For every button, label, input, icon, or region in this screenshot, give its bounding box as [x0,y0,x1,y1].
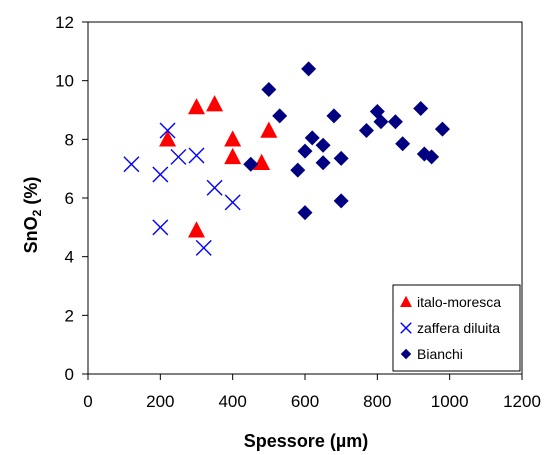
legend-entry: zaffera diluita [400,320,500,336]
data-point [333,193,349,209]
data-point [260,121,278,138]
legend: italo-moresca zaffera diluita Bianchi [392,284,521,372]
data-point [152,166,169,183]
legend-label: Bianchi [417,346,463,362]
x-stroke [152,166,169,183]
data-point [188,221,205,238]
x-stroke [152,219,169,236]
x-tick-label: 1200 [503,392,541,411]
data-point [333,150,349,166]
x-stroke [224,194,241,211]
legend-box [392,284,521,372]
data-point [159,122,176,139]
data-point [301,61,317,77]
data-point [315,137,331,153]
y-axis-title: SnO2 (%) [21,177,44,254]
x-tick-label: 1000 [431,392,469,411]
series-italo-moresca [159,95,278,238]
x-tick-label: 800 [363,392,391,411]
y-tick-label: 0 [65,365,74,384]
y-tick-label: 2 [65,306,74,325]
x-stroke [159,122,176,139]
legend-entry: italo-moresca [400,294,501,310]
data-point [253,153,271,170]
x-tick-label: 0 [83,392,92,411]
x-tick-label: 600 [291,392,319,411]
data-point [206,95,224,112]
data-point [434,121,450,137]
x-axis-ticks: 0 200 400 600 800 1000 1200 [83,374,541,411]
y-tick-label: 10 [55,72,74,91]
data-point [188,147,205,164]
x-stroke [170,148,187,165]
legend-entry: Bianchi [400,346,463,362]
y-tick-label: 4 [65,248,74,267]
data-point [272,108,288,124]
x-stroke [188,147,205,164]
plot-area [87,21,523,375]
data-point [170,148,187,165]
x-tick-label: 400 [218,392,246,411]
data-point [224,130,242,147]
data-point [326,108,342,124]
legend-label: italo-moresca [417,294,501,310]
legend-label: zaffera diluita [417,320,500,336]
y-tick-label: 12 [55,13,74,32]
data-point [261,81,277,97]
legend-marker [400,322,412,334]
data-point [224,147,242,165]
data-point [188,98,205,115]
data-point [424,149,440,165]
y-axis-title-tail: (%) [21,177,41,210]
data-point [413,101,429,117]
x-stroke [206,179,223,196]
data-point [123,156,140,173]
data-point [290,162,306,178]
data-point [358,123,374,139]
data-point [297,205,313,221]
data-point [243,156,259,172]
data-point [159,130,177,147]
data-point [224,194,241,211]
x-stroke [195,239,212,256]
data-point [304,130,320,146]
y-tick-label: 6 [65,189,74,208]
x-stroke [400,322,412,334]
data-point [297,143,313,159]
plot-frame [87,21,523,375]
data-point [373,114,389,130]
legend-marker [400,295,412,308]
y-axis-ticks: 0 2 4 6 8 10 12 [55,13,88,384]
y-tick-label: 8 [65,130,74,149]
x-tick-label: 200 [146,392,174,411]
series-zaffera-diluita [123,122,241,256]
data-point [206,179,223,196]
legend-marker [400,348,412,360]
series-Bianchi [243,61,450,221]
data-point [387,114,403,130]
data-point [195,239,212,256]
x-axis-title: Spessore (µm) [244,431,368,451]
data-point [395,136,411,152]
data-point [315,155,331,171]
data-point [152,219,169,236]
y-axis-title-subscript: 2 [30,209,44,216]
x-stroke [123,156,140,173]
y-axis-title-main: SnO [21,216,41,253]
